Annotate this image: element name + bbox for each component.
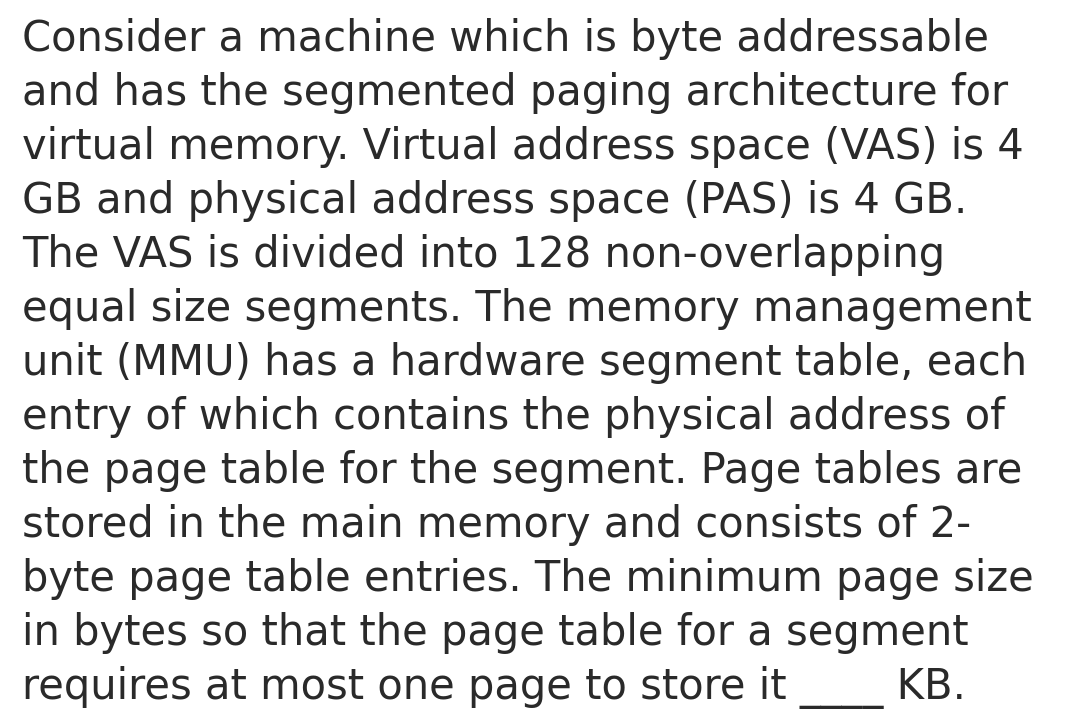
Text: unit (MMU) has a hardware segment table, each: unit (MMU) has a hardware segment table,… [22,342,1027,384]
Text: the page table for the segment. Page tables are: the page table for the segment. Page tab… [22,450,1023,492]
Text: equal size segments. The memory management: equal size segments. The memory manageme… [22,288,1031,330]
Text: GB and physical address space (PAS) is 4 GB.: GB and physical address space (PAS) is 4… [22,180,968,222]
Text: byte page table entries. The minimum page size: byte page table entries. The minimum pag… [22,558,1034,600]
Text: requires at most one page to store it ____ KB.: requires at most one page to store it __… [22,666,966,709]
Text: in bytes so that the page table for a segment: in bytes so that the page table for a se… [22,612,969,654]
Text: The VAS is divided into 128 non-overlapping: The VAS is divided into 128 non-overlapp… [22,234,945,276]
Text: entry of which contains the physical address of: entry of which contains the physical add… [22,396,1004,438]
Text: Consider a machine which is byte addressable: Consider a machine which is byte address… [22,18,989,60]
Text: and has the segmented paging architecture for: and has the segmented paging architectur… [22,72,1008,114]
Text: virtual memory. Virtual address space (VAS) is 4: virtual memory. Virtual address space (V… [22,126,1024,168]
Text: stored in the main memory and consists of 2-: stored in the main memory and consists o… [22,504,971,546]
